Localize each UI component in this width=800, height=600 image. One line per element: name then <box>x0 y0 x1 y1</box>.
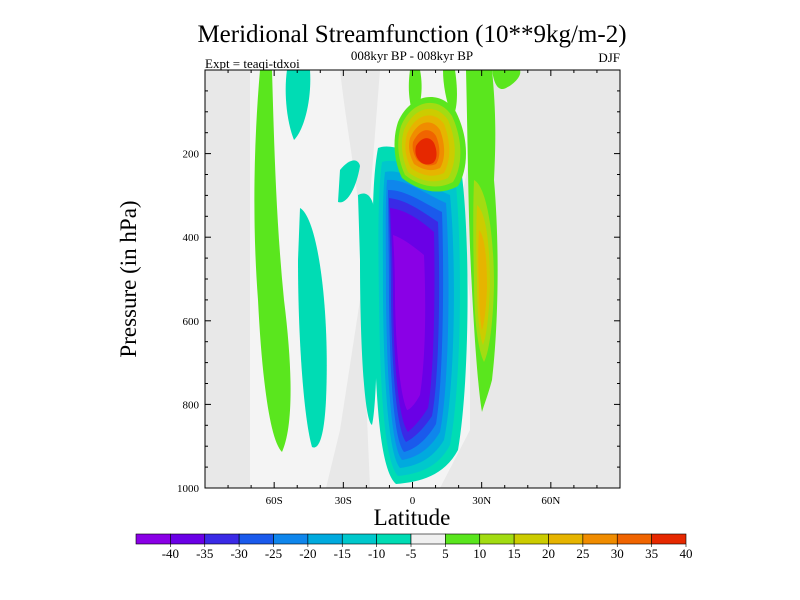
contour-band-negative <box>285 70 311 140</box>
colorbar-label: -15 <box>334 546 351 561</box>
colorbar-label: -35 <box>196 546 213 561</box>
y-tick-label: 1000 <box>177 483 200 495</box>
x-tick-label: 60S <box>266 495 283 507</box>
colorbar-swatch <box>616 533 652 545</box>
contour-core-positive <box>415 138 437 165</box>
colorbar-swatch <box>479 533 515 545</box>
colorbar-label: -20 <box>299 546 316 561</box>
colorbar-swatch <box>376 533 412 545</box>
colorbar-label: 30 <box>611 546 624 561</box>
colorbar-label: 5 <box>442 546 449 561</box>
colorbar-label: 20 <box>542 546 555 561</box>
colorbar-swatch <box>548 533 584 545</box>
colorbar-label: -5 <box>406 546 417 561</box>
season-label: DJF <box>598 50 620 65</box>
colorbar-swatch <box>582 533 618 545</box>
colorbar-swatch <box>273 533 309 545</box>
x-axis-title: Latitude <box>374 505 451 530</box>
colorbar-swatch <box>204 533 240 545</box>
colorbar-label: 35 <box>645 546 658 561</box>
colorbar-swatch <box>238 533 274 545</box>
x-axis: 60S 30S 0 30N 60N <box>204 70 621 507</box>
y-axis-title: Pressure (in hPa) <box>116 200 141 357</box>
colorbar-label: 10 <box>473 546 486 561</box>
experiment-label: Expt = teaqi-tdxoi <box>205 56 300 71</box>
y-axis: 200 400 600 800 1000 <box>177 69 620 495</box>
colorbar-label: -30 <box>230 546 247 561</box>
colorbar-label: 40 <box>680 546 693 561</box>
y-tick-label: 800 <box>183 399 200 411</box>
y-tick-label: 400 <box>183 232 200 244</box>
chart-subtitle: 008kyr BP - 008kyr BP <box>351 48 473 63</box>
contour-band-positive <box>492 70 521 90</box>
contour-band-positive <box>478 230 487 330</box>
x-tick-label: 0 <box>410 495 416 507</box>
y-tick-label: 600 <box>183 316 200 328</box>
colorbar-label: -10 <box>368 546 385 561</box>
chart-title: Meridional Streamfunction (10**9kg/m-2) <box>197 21 626 48</box>
colorbar-label: 15 <box>508 546 521 561</box>
y-tick-label: 200 <box>183 149 200 161</box>
colorbar-swatch <box>170 533 206 545</box>
colorbar-swatch <box>513 533 549 545</box>
colorbar-swatch <box>410 533 446 545</box>
colorbar-swatch <box>341 533 377 545</box>
colorbar-swatch <box>651 533 687 545</box>
contour-band-negative <box>298 208 327 448</box>
colorbar-label: 25 <box>576 546 589 561</box>
colorbar-swatch <box>135 533 171 545</box>
colorbar-label: -25 <box>265 546 282 561</box>
contour-core-negative <box>393 235 426 410</box>
contour-band-negative <box>338 160 360 203</box>
x-tick-label: 30N <box>472 495 491 507</box>
contour-field <box>250 70 521 488</box>
x-tick-label: 60N <box>541 495 560 507</box>
colorbar-swatch <box>445 533 481 545</box>
colorbar-label: -40 <box>162 546 179 561</box>
contour-band-positive <box>254 70 291 452</box>
colorbar-swatch <box>307 533 343 545</box>
x-tick-label: 30S <box>335 495 352 507</box>
contour-band-positive <box>443 70 457 118</box>
colorbar: -40 -35 -30 -25 -20 -15 -10 -5 5 10 15 20 25 30 35 40 <box>135 533 693 561</box>
